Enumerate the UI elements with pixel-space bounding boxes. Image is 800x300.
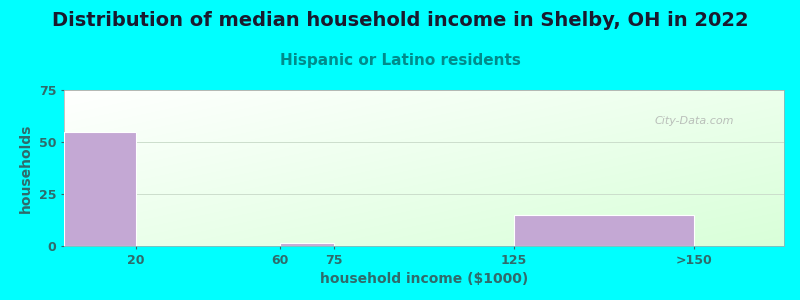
Text: Hispanic or Latino residents: Hispanic or Latino residents	[279, 52, 521, 68]
Bar	[280, 243, 334, 246]
Text: Distribution of median household income in Shelby, OH in 2022: Distribution of median household income …	[52, 11, 748, 31]
Bar	[64, 132, 136, 246]
Bar	[514, 215, 694, 246]
Y-axis label: households: households	[19, 123, 34, 213]
Text: City-Data.com: City-Data.com	[654, 116, 734, 126]
X-axis label: household income ($1000): household income ($1000)	[320, 272, 528, 286]
